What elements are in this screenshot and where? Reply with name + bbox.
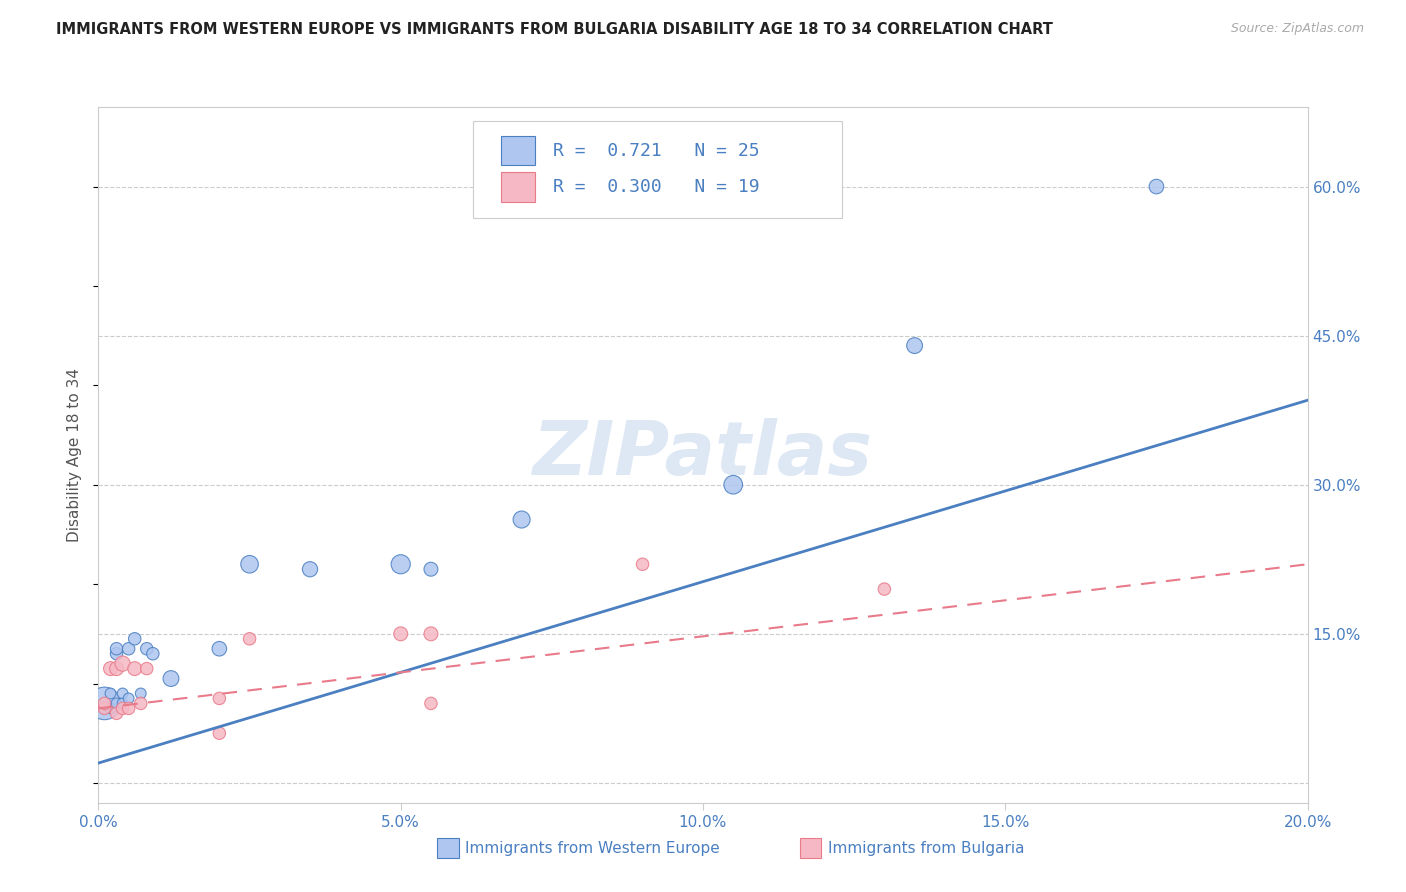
Point — [105, 706, 128, 721]
Bar — [800, 838, 821, 858]
Point — [631, 558, 654, 572]
Text: Immigrants from Western Europe: Immigrants from Western Europe — [465, 840, 720, 855]
Bar — [437, 838, 458, 858]
Point — [111, 686, 134, 700]
Text: IMMIGRANTS FROM WESTERN EUROPE VS IMMIGRANTS FROM BULGARIA DISABILITY AGE 18 TO : IMMIGRANTS FROM WESTERN EUROPE VS IMMIGR… — [56, 22, 1053, 37]
Point — [160, 672, 183, 686]
Point — [208, 726, 231, 740]
Text: R =  0.300   N = 19: R = 0.300 N = 19 — [553, 178, 759, 196]
Point — [118, 701, 141, 715]
Bar — [501, 136, 534, 166]
Point — [129, 686, 152, 700]
Point — [208, 641, 231, 656]
Point — [135, 641, 157, 656]
Point — [142, 647, 165, 661]
Point — [93, 697, 115, 711]
Point — [100, 686, 122, 700]
Point — [105, 641, 128, 656]
Point — [93, 701, 115, 715]
Text: R =  0.721   N = 25: R = 0.721 N = 25 — [553, 142, 759, 160]
Text: Source: ZipAtlas.com: Source: ZipAtlas.com — [1230, 22, 1364, 36]
Point — [105, 662, 128, 676]
Point — [105, 697, 128, 711]
Point — [1144, 179, 1167, 194]
Point — [124, 662, 146, 676]
Point — [129, 697, 152, 711]
FancyBboxPatch shape — [474, 121, 842, 219]
Point — [124, 632, 146, 646]
Point — [239, 558, 262, 572]
Text: ZIPatlas: ZIPatlas — [533, 418, 873, 491]
Point — [100, 701, 122, 715]
Point — [904, 338, 927, 352]
Point — [389, 558, 412, 572]
Point — [93, 697, 115, 711]
Bar — [501, 172, 534, 202]
Text: Immigrants from Bulgaria: Immigrants from Bulgaria — [828, 840, 1024, 855]
Point — [239, 632, 262, 646]
Point — [420, 562, 443, 576]
Point — [111, 657, 134, 671]
Point — [105, 647, 128, 661]
Point — [299, 562, 322, 576]
Point — [100, 662, 122, 676]
Y-axis label: Disability Age 18 to 34: Disability Age 18 to 34 — [67, 368, 83, 542]
Point — [111, 697, 134, 711]
Point — [420, 697, 443, 711]
Point — [118, 641, 141, 656]
Point — [118, 691, 141, 706]
Point — [135, 662, 157, 676]
Point — [510, 512, 533, 526]
Point — [389, 627, 412, 641]
Point — [420, 627, 443, 641]
Point — [208, 691, 231, 706]
Point — [723, 477, 745, 491]
Point — [873, 582, 896, 596]
Point — [93, 701, 115, 715]
Point — [111, 701, 134, 715]
